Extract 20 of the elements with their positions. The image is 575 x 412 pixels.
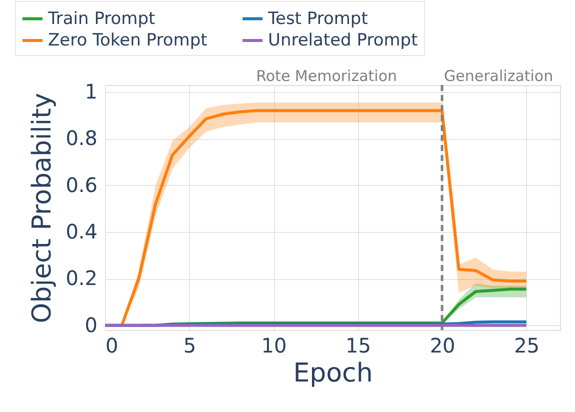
text: Generalization [444, 67, 554, 85]
x-tick-label: 15 [346, 334, 372, 358]
legend-label: Unrelated Prompt [268, 30, 418, 50]
y-tick-label: 0.4 [66, 220, 98, 244]
legend-label: Zero Token Prompt [48, 30, 208, 50]
x-tick-label: 20 [430, 334, 456, 358]
y-tick-label: 0.8 [66, 126, 98, 150]
x-tick-label: 5 [183, 334, 196, 358]
x-tick-label: 0 [106, 334, 118, 358]
y-tick-label: 0.2 [66, 266, 98, 290]
y-tick-label: 0 [84, 312, 98, 337]
legend-label: Train Prompt [47, 8, 156, 29]
x-axis-title: Epoch [293, 358, 373, 388]
y-axis-title: Object Probability [28, 92, 58, 324]
x-tick-label: 10 [261, 334, 287, 358]
legend-label: Test Prompt [267, 8, 368, 29]
y-tick-label: 1 [84, 80, 98, 104]
text: Rote Memorization [256, 67, 398, 85]
y-tick-label: 0.6 [66, 172, 98, 197]
x-tick-label: 25 [514, 334, 540, 358]
